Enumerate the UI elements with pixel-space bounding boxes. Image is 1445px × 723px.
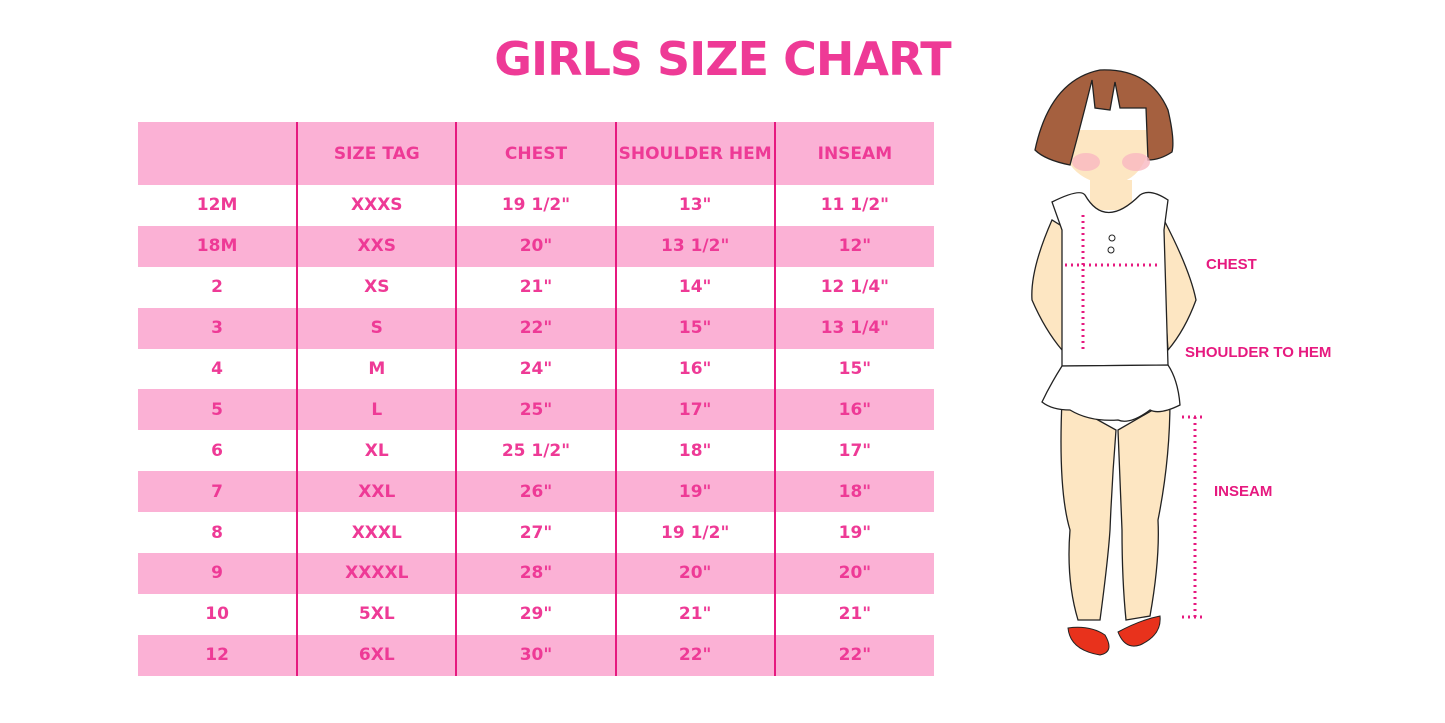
cell-shoulder-hem: 18" xyxy=(614,430,775,472)
cell-size: 4 xyxy=(211,359,224,379)
cell-size: 9 xyxy=(211,563,224,584)
cell-size-tag: XXS xyxy=(296,225,457,267)
cell-size-tag: XXXXL xyxy=(296,553,457,594)
cell-size: 12 xyxy=(205,645,229,666)
cell-shoulder-hem: 16" xyxy=(614,348,775,390)
cell-size: 8 xyxy=(211,522,224,543)
cell-chest: 26" xyxy=(455,471,616,513)
cell-chest: 29" xyxy=(455,593,616,635)
cell-size: 5 xyxy=(211,399,224,420)
cell-shoulder-hem: 14" xyxy=(614,266,775,308)
cell-shoulder-hem: 13 1/2" xyxy=(614,225,775,267)
cell-inseam: 21" xyxy=(773,593,934,635)
cell-size: 3 xyxy=(211,318,224,339)
header-inseam: INSEAM xyxy=(773,122,934,185)
header-size-tag: SIZE TAG xyxy=(296,122,457,185)
header-size xyxy=(138,122,297,185)
cell-inseam: 12" xyxy=(773,225,934,267)
cell-size: 12M xyxy=(196,195,238,216)
cell-chest: 19 1/2" xyxy=(455,185,616,226)
table-row: 12 6XL 30" 22" 22" xyxy=(138,634,934,676)
cell-chest: 24" xyxy=(455,348,616,390)
page-title: GIRLS SIZE CHART xyxy=(494,32,951,86)
cell-size: 6 xyxy=(211,440,224,461)
girl-figure-icon xyxy=(1031,69,1202,656)
cell-shoulder-hem: 13" xyxy=(614,185,775,226)
cell-size-tag: L xyxy=(296,389,457,431)
cell-inseam: 12 1/4" xyxy=(773,266,934,308)
cell-shoulder-hem: 15" xyxy=(614,307,775,349)
cell-shoulder-hem: 20" xyxy=(614,553,775,594)
table-row: 18M XXS 20" 13 1/2" 12" xyxy=(138,225,934,267)
cell-inseam: 19" xyxy=(773,512,934,554)
table-row: 4 M 24" 16" 15" xyxy=(138,348,934,390)
shoulder-to-hem-label: SHOULDER TO HEM xyxy=(1185,344,1332,361)
cell-shoulder-hem: 17" xyxy=(614,389,775,431)
cell-chest: 30" xyxy=(455,634,616,676)
cell-chest: 25 1/2" xyxy=(455,430,616,472)
cell-shoulder-hem: 21" xyxy=(614,593,775,635)
table-row: 6 XL 25 1/2" 18" 17" xyxy=(138,430,934,472)
girl-measurement-illustration: CHEST SHOULDER TO HEM INSEAM xyxy=(1000,60,1400,680)
table-row: 3 S 22" 15" 13 1/4" xyxy=(138,307,934,349)
cell-inseam: 17" xyxy=(773,430,934,472)
cell-size: 7 xyxy=(211,481,224,502)
cell-inseam: 18" xyxy=(773,471,934,513)
table-row: 12M XXXS 19 1/2" 13" 11 1/2" xyxy=(138,185,934,226)
table-row: 2 XS 21" 14" 12 1/4" xyxy=(138,266,934,308)
cell-inseam: 15" xyxy=(773,348,934,390)
header-chest: CHEST xyxy=(455,122,616,185)
chest-label: CHEST xyxy=(1206,256,1257,273)
cell-inseam: 20" xyxy=(773,553,934,594)
cell-size-tag: XXXL xyxy=(296,512,457,554)
cell-size-tag: XL xyxy=(296,430,457,472)
cell-size: 18M xyxy=(196,236,238,257)
cell-chest: 21" xyxy=(455,266,616,308)
table-row: 5 L 25" 17" 16" xyxy=(138,389,934,431)
cell-shoulder-hem: 22" xyxy=(614,634,775,676)
cell-size: 10 xyxy=(205,604,229,625)
cell-size-tag: 6XL xyxy=(296,634,457,676)
cell-inseam: 16" xyxy=(773,389,934,431)
cell-chest: 22" xyxy=(455,307,616,349)
cell-size-tag: S xyxy=(296,307,457,349)
cell-size-tag: M xyxy=(296,348,457,390)
cell-size-tag: XXL xyxy=(296,471,457,513)
cell-shoulder-hem: 19" xyxy=(614,471,775,513)
cell-inseam: 13 1/4" xyxy=(773,307,934,349)
table-row: 9 XXXXL 28" 20" 20" xyxy=(138,553,934,594)
table-row: 10 5XL 29" 21" 21" xyxy=(138,593,934,635)
table-row: 8 XXXL 27" 19 1/2" 19" xyxy=(138,512,934,554)
cell-inseam: 22" xyxy=(773,634,934,676)
cell-chest: 28" xyxy=(455,553,616,594)
cell-size-tag: XXXS xyxy=(296,185,457,226)
cell-size: 2 xyxy=(211,277,224,298)
table-row: 7 XXL 26" 19" 18" xyxy=(138,471,934,513)
cell-chest: 25" xyxy=(455,389,616,431)
cell-inseam: 11 1/2" xyxy=(773,185,934,226)
cell-chest: 20" xyxy=(455,225,616,267)
table-header-row: SIZE TAG CHEST SHOULDER HEM INSEAM xyxy=(138,122,934,185)
header-shoulder-hem: SHOULDER HEM xyxy=(614,122,775,185)
inseam-label: INSEAM xyxy=(1214,483,1273,500)
cell-size-tag: XS xyxy=(296,266,457,308)
cell-size-tag: 5XL xyxy=(296,593,457,635)
size-chart-table: SIZE TAG CHEST SHOULDER HEM INSEAM 12M XX… xyxy=(138,122,934,676)
cell-chest: 27" xyxy=(455,512,616,554)
cell-shoulder-hem: 19 1/2" xyxy=(614,512,775,554)
